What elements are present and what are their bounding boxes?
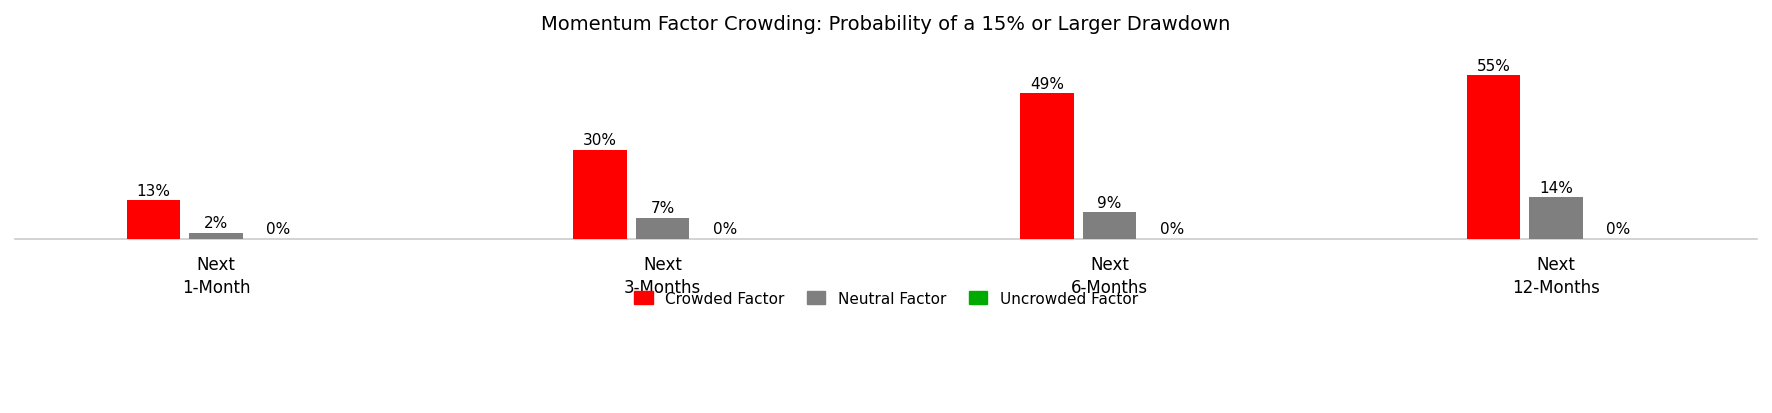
Text: 0%: 0%	[266, 222, 291, 237]
Text: 0%: 0%	[1159, 222, 1184, 237]
Legend: Crowded Factor, Neutral Factor, Uncrowded Factor: Crowded Factor, Neutral Factor, Uncrowde…	[629, 285, 1143, 312]
Text: 2%: 2%	[204, 216, 229, 231]
Text: 13%: 13%	[136, 183, 170, 198]
Bar	[1529, 197, 1582, 239]
Bar	[126, 201, 181, 239]
Text: 30%: 30%	[583, 133, 617, 148]
Bar	[190, 233, 243, 239]
Text: 55%: 55%	[1476, 59, 1510, 74]
Bar	[1467, 76, 1520, 239]
Text: 9%: 9%	[1097, 195, 1122, 210]
Text: 14%: 14%	[1540, 180, 1574, 195]
Text: 0%: 0%	[1607, 222, 1630, 237]
Text: 0%: 0%	[712, 222, 737, 237]
Bar	[574, 150, 627, 239]
Title: Momentum Factor Crowding: Probability of a 15% or Larger Drawdown: Momentum Factor Crowding: Probability of…	[540, 15, 1232, 34]
Bar	[1021, 94, 1074, 239]
Text: 49%: 49%	[1030, 76, 1063, 92]
Text: 7%: 7%	[650, 201, 675, 216]
Bar	[636, 218, 689, 239]
Bar	[1083, 212, 1136, 239]
